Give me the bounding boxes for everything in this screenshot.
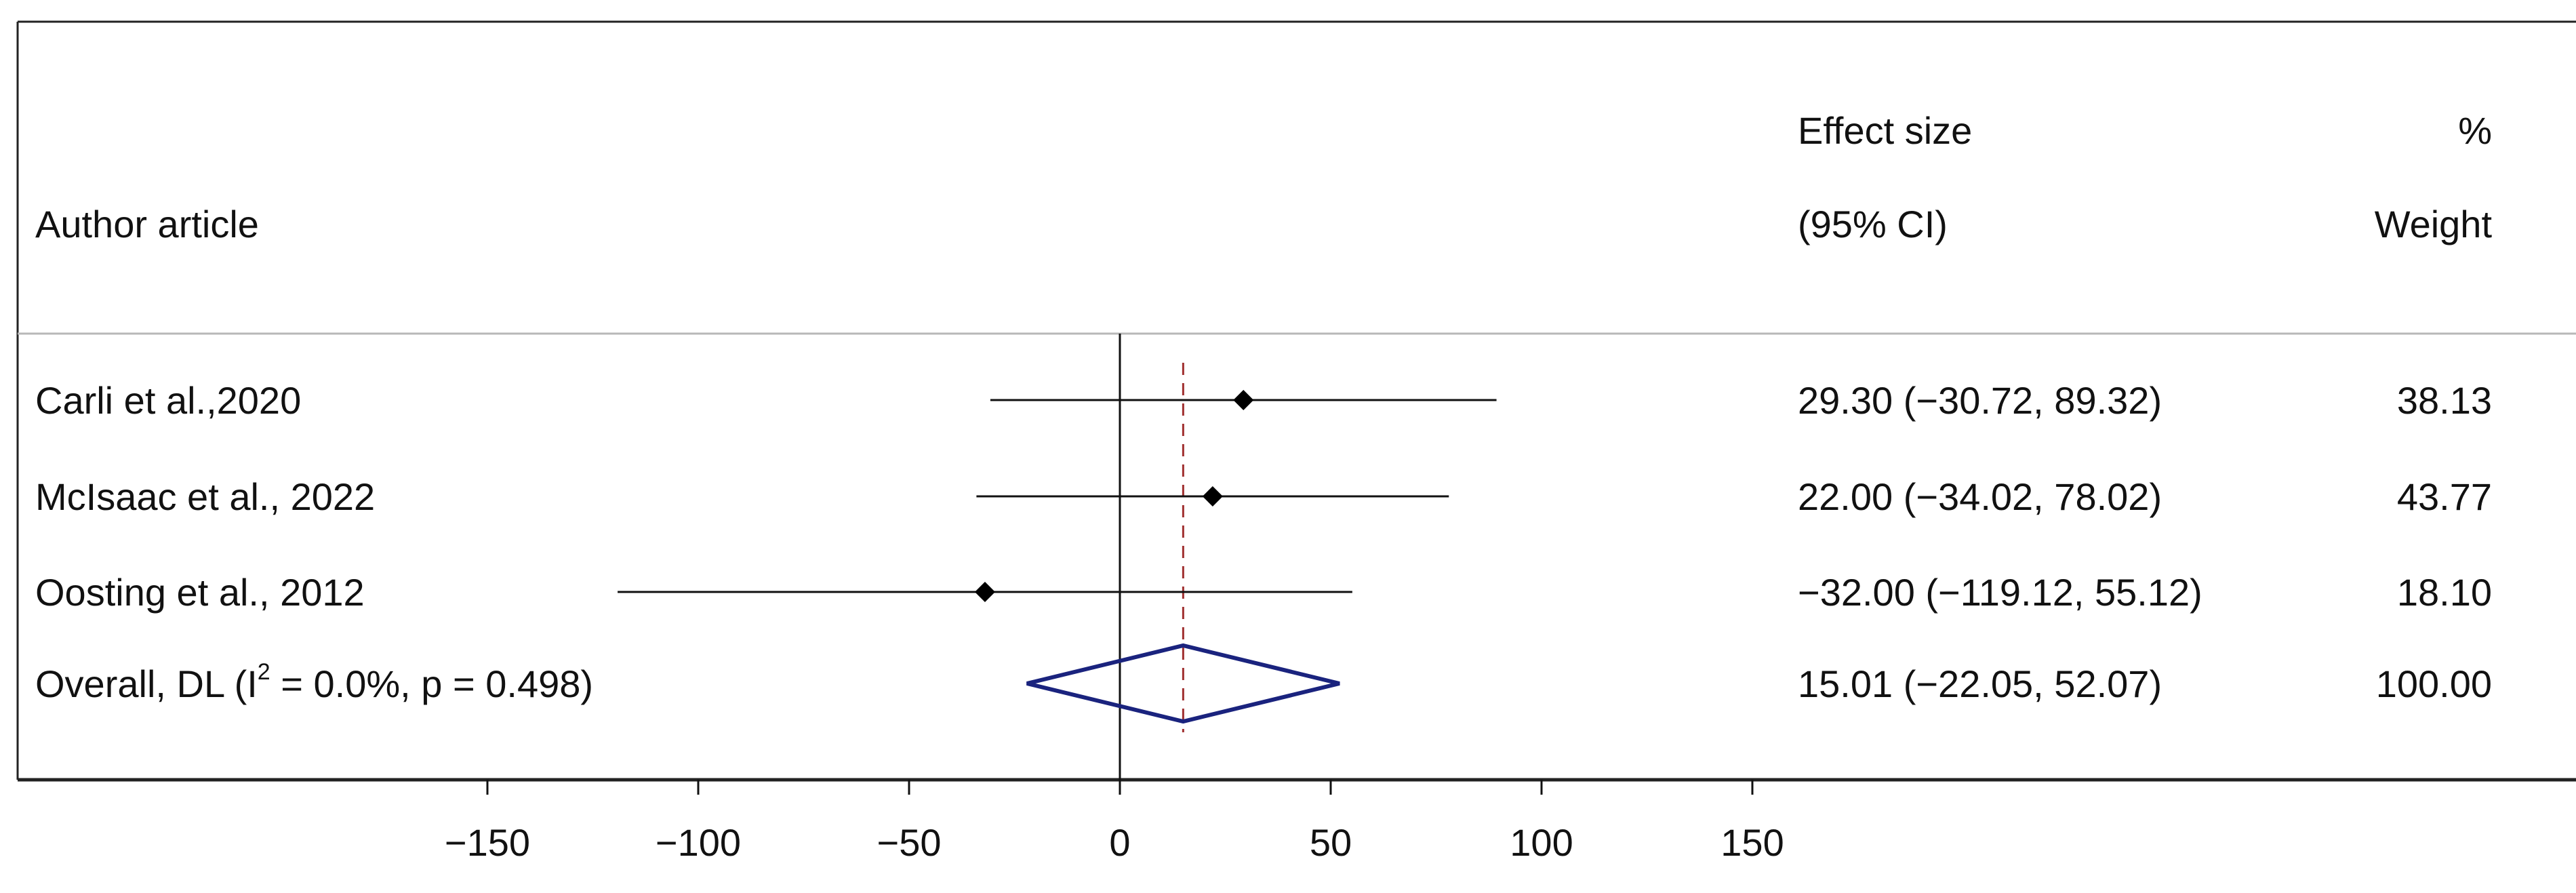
study-ci-text: 29.30 (−30.72, 89.32) xyxy=(1798,379,2162,422)
study-ci-text: 22.00 (−34.02, 78.02) xyxy=(1798,475,2162,518)
study-label: Oosting et al., 2012 xyxy=(35,571,365,614)
overall-ci-text: 15.01 (−22.05, 52.07) xyxy=(1798,662,2162,705)
overall-diamond xyxy=(1026,643,1340,724)
x-tick-label: 50 xyxy=(1310,821,1352,864)
overall-label: Overall, DL (I2 = 0.0%, p = 0.498) xyxy=(35,659,593,705)
x-tick-label: −150 xyxy=(445,821,530,864)
study-ci-text: −32.00 (−119.12, 55.12) xyxy=(1798,571,2202,614)
header-ci: (95% CI) xyxy=(1798,203,1948,245)
header-effect-size: Effect size xyxy=(1798,109,1972,152)
x-tick-label: 0 xyxy=(1109,821,1130,864)
overall-label-superscript: 2 xyxy=(258,659,270,685)
header-study: Author article xyxy=(35,203,259,245)
header-percent: % xyxy=(2458,109,2492,152)
study-weight: 43.77 xyxy=(2397,475,2492,518)
overall-weight: 100.00 xyxy=(2376,662,2492,705)
study-point xyxy=(1233,390,1254,410)
overall-label-post: = 0.0%, p = 0.498) xyxy=(270,662,593,705)
study-point xyxy=(1202,486,1223,507)
x-tick-label: −100 xyxy=(656,821,741,864)
study-point xyxy=(974,582,995,602)
study-label: McIsaac et al., 2022 xyxy=(35,475,375,518)
study-weight: 18.10 xyxy=(2397,571,2492,614)
study-weight: 38.13 xyxy=(2397,379,2492,422)
header-weight: Weight xyxy=(2375,203,2493,245)
study-label: Carli et al.,2020 xyxy=(35,379,301,422)
x-tick-label: 150 xyxy=(1720,821,1784,864)
overall-label-pre: Overall, DL (I xyxy=(35,662,258,705)
x-tick-label: −50 xyxy=(877,821,942,864)
x-tick-label: 100 xyxy=(1510,821,1573,864)
